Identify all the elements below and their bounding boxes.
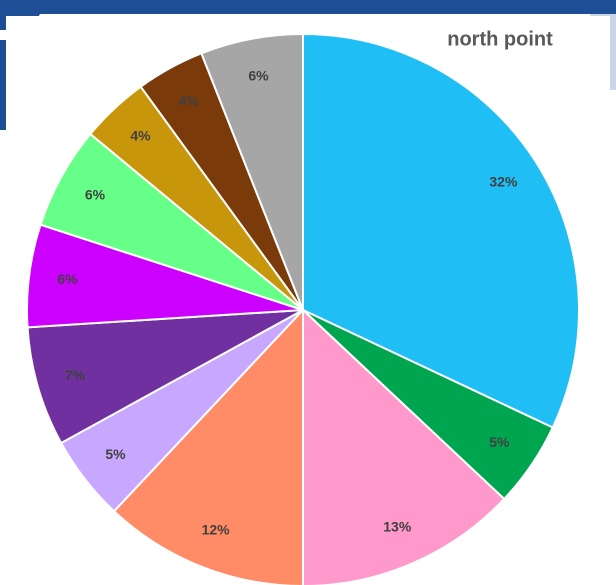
data-label: 4% — [179, 93, 200, 109]
chart-title: north point — [447, 28, 553, 50]
pie-slice — [112, 307, 304, 585]
data-label: 4% — [130, 128, 151, 144]
data-label: 7% — [65, 367, 86, 383]
data-labels: 32% 5% 13% 12% 5% 7% 6% 6% 4% 4% 6% — [57, 68, 518, 538]
data-label: 6% — [248, 68, 269, 84]
pie-slice — [200, 32, 304, 311]
pie — [26, 32, 580, 585]
data-label: 5% — [105, 446, 126, 462]
data-label: 32% — [489, 174, 518, 190]
data-label: 12% — [202, 521, 231, 537]
data-label: 13% — [383, 519, 412, 535]
data-label: 5% — [489, 434, 510, 450]
data-label: 6% — [85, 186, 106, 202]
pie-slice — [302, 32, 580, 429]
pie-slice — [26, 309, 304, 445]
pie-slice — [302, 307, 506, 585]
data-label: 6% — [57, 271, 78, 287]
